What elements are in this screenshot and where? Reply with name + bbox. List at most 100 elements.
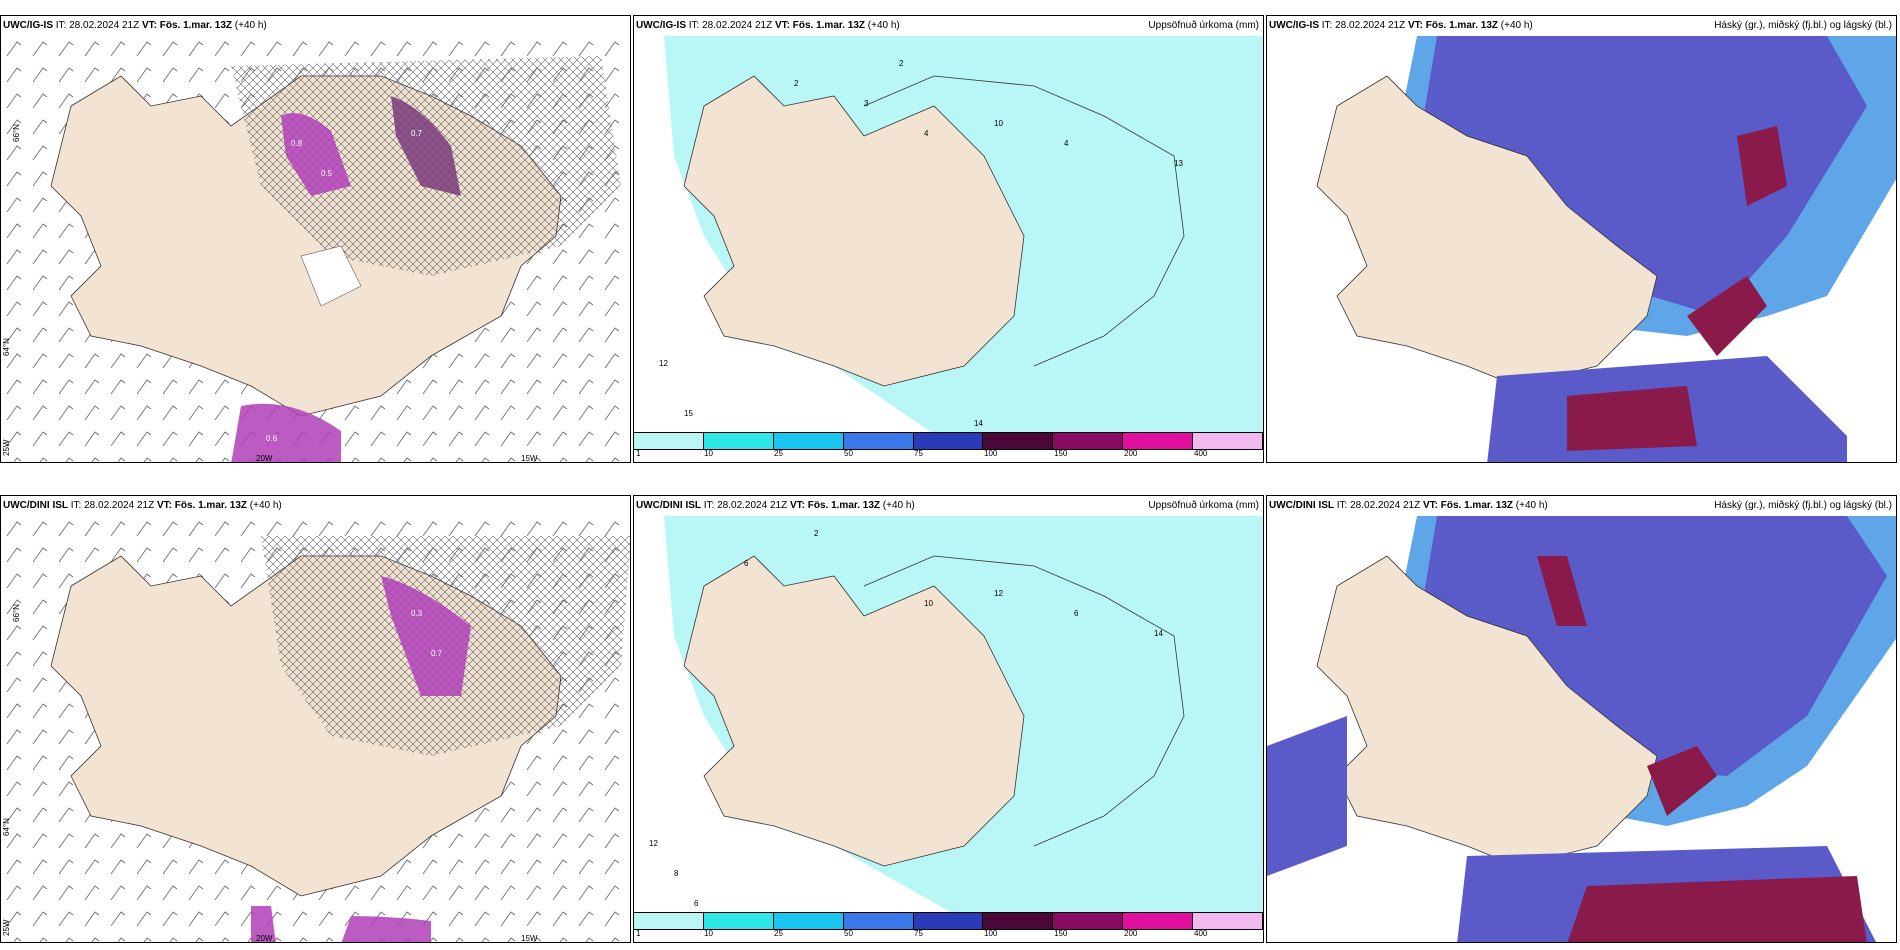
colorbar: 1 10 25 50 75 100 150 200 400 (634, 912, 1263, 942)
colorbar-tick: 10 (704, 929, 713, 938)
colorbar-tick: 200 (1124, 929, 1138, 938)
coast-east (863, 555, 1185, 847)
colorbar-tick: 150 (1054, 449, 1068, 458)
panel-title: Háský (gr.), miðský (fj.bl.) og lágský (… (1714, 500, 1892, 511)
precip-number: 6 (694, 899, 699, 908)
colorbar-tick: 400 (1194, 929, 1208, 938)
mid-cloud-blob (1737, 126, 1787, 206)
precip-number: 6 (1074, 609, 1079, 618)
panel-top-left-wind-precip: UWC/IG-IS IT: 28.02.2024 21Z VT: Fös. 1.… (0, 15, 631, 463)
precip-number: 3 (864, 99, 869, 108)
panel-title: Háský (gr.), miðský (fj.bl.) og lágský (… (1714, 20, 1892, 31)
iceland-land (683, 555, 1025, 867)
lon-label-20: 20W (256, 934, 273, 943)
panel-header: UWC/IG-IS IT: 28.02.2024 21Z VT: Fös. 1.… (1267, 16, 1896, 36)
precip-blob (381, 576, 471, 696)
colorbar-cell (843, 433, 914, 449)
colorbar-tick: 150 (1054, 929, 1068, 938)
west-cloud-blob (1267, 716, 1347, 876)
precip-number: 13 (1174, 159, 1183, 168)
colorbar-tick: 75 (914, 929, 923, 938)
panel-header: UWC/IG-IS IT: 28.02.2024 21Z VT: Fös. 1.… (3, 20, 267, 31)
map-cloud-cover (1267, 36, 1896, 462)
colorbar-tick: 25 (774, 449, 783, 458)
precip-number: 2 (814, 529, 819, 538)
panel-title: Uppsöfnuð úrkoma (mm) (1148, 500, 1259, 511)
colorbar-cell (1193, 433, 1263, 449)
precip-value: 0.8 (291, 139, 303, 148)
lat-label-66: 66°N (12, 124, 21, 142)
colorbar-cell (703, 433, 774, 449)
colorbar: 1 10 25 50 75 100 150 200 400 (634, 432, 1263, 462)
colorbar-cell (843, 913, 914, 929)
precip-number: 2 (794, 79, 799, 88)
colorbar-cell (634, 433, 704, 449)
precip-number: 12 (649, 839, 658, 848)
precip-number: 8 (674, 869, 679, 878)
precip-blob (251, 906, 276, 942)
panel-bottom-right-clouds: UWC/DINI ISL IT: 28.02.2024 21Z VT: Fös.… (1266, 495, 1897, 943)
lat-label-25: 25W (2, 919, 11, 936)
panel-top-center-precip: UWC/IG-IS IT: 28.02.2024 21Z VT: Fös. 1.… (633, 15, 1264, 463)
colorbar-tick: 25 (774, 929, 783, 938)
colorbar-tick: 50 (844, 449, 853, 458)
precip-number: 12 (659, 359, 668, 368)
colorbar-cell (913, 433, 984, 449)
precip-blob (231, 403, 341, 462)
panel-header: UWC/DINI ISL IT: 28.02.2024 21Z VT: Fös.… (634, 496, 1263, 516)
map-accumulated-precip: 2 2 3 4 10 4 13 12 15 14 (634, 36, 1263, 434)
panel-bottom-left-wind-precip: UWC/DINI ISL IT: 28.02.2024 21Z VT: Fös.… (0, 495, 631, 943)
map-wind-barbs: 66°N 64°N 25W 20W 15W 0.3 0.7 (1, 516, 630, 943)
colorbar-tick: 1 (636, 929, 641, 938)
precip-value: 0.3 (411, 609, 423, 618)
colorbar-cell (983, 913, 1054, 929)
iceland-land (683, 75, 1025, 387)
colorbar-tick: 10 (704, 449, 713, 458)
colorbar-cell (1193, 913, 1263, 929)
colorbar-cell (1053, 433, 1124, 449)
colorbar-tick: 100 (984, 929, 998, 938)
colorbar-cell (1053, 913, 1124, 929)
colorbar-tick: 200 (1124, 449, 1138, 458)
colorbar-cell (773, 433, 844, 449)
precip-number: 14 (974, 419, 983, 428)
precip-number: 10 (924, 599, 933, 608)
precip-blob (391, 96, 461, 196)
panel-top-right-clouds: UWC/IG-IS IT: 28.02.2024 21Z VT: Fös. 1.… (1266, 15, 1897, 463)
map-cloud-cover (1267, 516, 1896, 942)
lat-label-64: 64°N (2, 338, 11, 356)
colorbar-cell (634, 913, 704, 929)
colorbar-cell (1123, 433, 1194, 449)
lat-label-64: 64°N (2, 818, 11, 836)
colorbar-cell (703, 913, 774, 929)
precip-number: 4 (924, 129, 929, 138)
lat-label-25: 25W (2, 439, 11, 456)
mid-cloud-blob (1687, 276, 1767, 356)
lat-label-66: 66°N (12, 604, 21, 622)
colorbar-cell (1123, 913, 1194, 929)
precip-number: 2 (899, 59, 904, 68)
snow-patch (300, 245, 362, 307)
lon-label-15: 15W (521, 934, 538, 943)
colorbar-cell (983, 433, 1054, 449)
mid-cloud-blob (1537, 556, 1587, 626)
colorbar-tick: 1 (636, 449, 641, 458)
precip-value: 0.5 (321, 169, 333, 178)
precip-value: 0.7 (431, 649, 443, 658)
lon-label-15: 15W (521, 454, 538, 463)
precip-blob (341, 916, 431, 942)
panel-header: UWC/DINI ISL IT: 28.02.2024 21Z VT: Fös.… (1267, 496, 1896, 516)
panel-header: UWC/IG-IS IT: 28.02.2024 21Z VT: Fös. 1.… (634, 16, 1263, 36)
colorbar-cell (773, 913, 844, 929)
panel-bottom-center-precip: UWC/DINI ISL IT: 28.02.2024 21Z VT: Fös.… (633, 495, 1264, 943)
precip-value: 0.6 (266, 434, 278, 443)
colorbar-cell (913, 913, 984, 929)
map-accumulated-precip: 2 6 10 12 6 14 12 8 6 (634, 516, 1263, 914)
panel-title: Uppsöfnuð úrkoma (mm) (1148, 20, 1259, 31)
precip-number: 6 (744, 559, 749, 568)
precip-number: 4 (1064, 139, 1069, 148)
panel-header: UWC/DINI ISL IT: 28.02.2024 21Z VT: Fös.… (3, 500, 282, 511)
colorbar-tick: 50 (844, 929, 853, 938)
coast-east (863, 75, 1185, 367)
mid-cloud-blob (1647, 746, 1717, 816)
